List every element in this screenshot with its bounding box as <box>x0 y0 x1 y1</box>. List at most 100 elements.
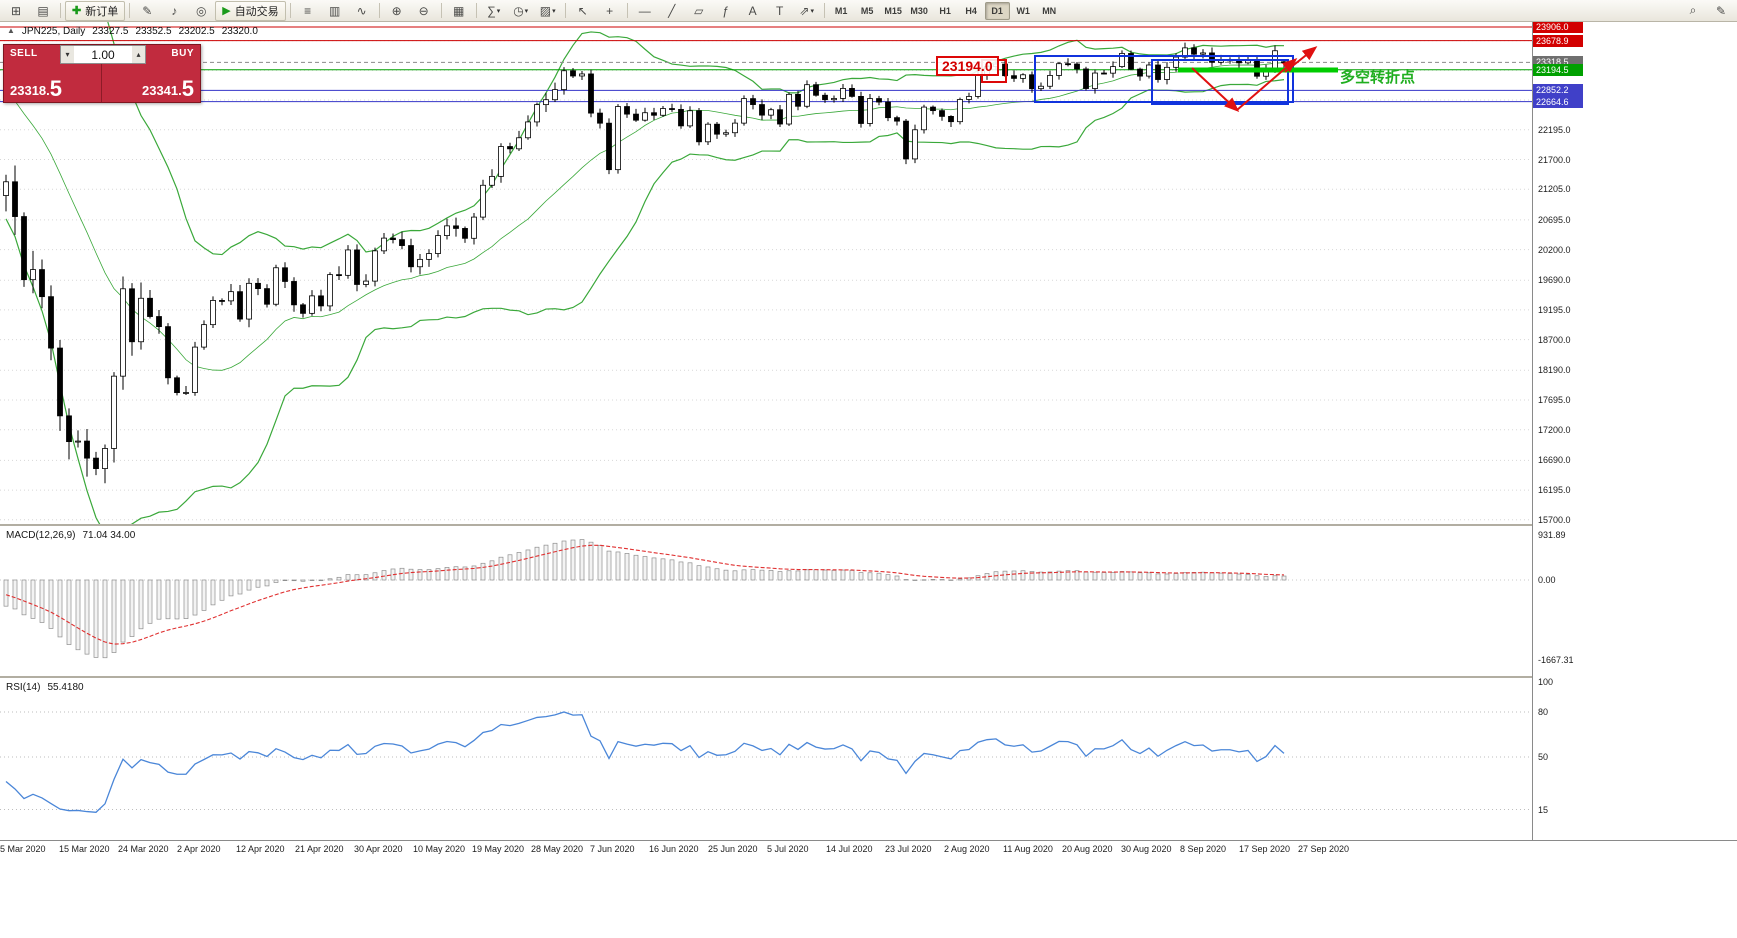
headset-icon[interactable]: ◎ <box>195 3 207 18</box>
equidistant-channel-icon[interactable]: ▱ <box>694 3 704 18</box>
lot-size-field[interactable]: ▾ 1.00 ▴ <box>60 45 146 64</box>
price-tick-label: 18190.0 <box>1538 365 1571 376</box>
symbol-name: JPN225, Daily <box>21 26 86 37</box>
ohlc-open: 23327.5 <box>92 26 129 37</box>
profiles-icon[interactable]: ▤ <box>37 3 49 18</box>
price-tick-label: 20200.0 <box>1538 244 1571 255</box>
rsi-scale-label: 80 <box>1538 707 1549 717</box>
price-tag: 23194.5 <box>1533 63 1583 76</box>
toolbar-separator <box>823 3 825 18</box>
time-tick-label: 17 Sep 2020 <box>1239 844 1291 854</box>
timeframe-button-m30[interactable]: M30 <box>910 5 928 16</box>
toolbar-separator <box>564 3 566 18</box>
time-tick-label: 2 Aug 2020 <box>944 844 990 854</box>
fibonacci-icon[interactable]: ƒ <box>722 3 730 18</box>
lot-increment-button[interactable]: ▴ <box>132 46 145 63</box>
cursor-icon[interactable]: ↖ <box>577 3 588 18</box>
timeframe-button-d1[interactable]: D1 <box>984 1 1010 20</box>
macd-panel-canvas[interactable] <box>0 526 1532 676</box>
price-callout-label[interactable]: 23194.0 <box>936 56 999 76</box>
panel-separator[interactable] <box>0 524 1737 526</box>
time-tick-label: 10 May 2020 <box>413 844 466 854</box>
time-tick-label: 16 Jun 2020 <box>649 844 699 854</box>
arrows-icon[interactable]: ⇗ ▾ <box>799 3 814 18</box>
text-label-icon[interactable]: T <box>776 3 784 18</box>
buy-label: BUY <box>171 48 194 59</box>
price-tick-label: 19690.0 <box>1538 275 1571 286</box>
search-icon[interactable]: ⌕ <box>1689 3 1697 17</box>
symbol-marker-icon: ▲ <box>7 26 15 35</box>
price-tick-label: 17200.0 <box>1538 424 1571 435</box>
indicators-icon[interactable]: ∑ ▾ <box>487 3 501 18</box>
price-tag: 23906.0 <box>1533 21 1583 34</box>
metaeditor-icon[interactable]: ✎ <box>142 3 153 18</box>
new-chart-icon[interactable]: ⊞ <box>10 3 22 18</box>
candlestick-chart-icon[interactable]: ▥ <box>329 3 341 18</box>
turning-point-label[interactable]: 多空转折点 <box>1340 69 1416 86</box>
time-axis[interactable]: 5 Mar 2020 15 Mar 2020 24 Mar 2020 2 Apr 20… <box>0 840 1737 858</box>
macd-values: 71.04 34.00 <box>82 530 136 541</box>
new-order-button[interactable]: ✚ 新订单 <box>65 0 126 21</box>
text-icon[interactable]: A <box>748 3 757 18</box>
timeframe-button-w1[interactable]: W1 <box>1016 5 1030 16</box>
zoom-out-icon[interactable]: ⊖ <box>418 3 429 18</box>
autotrading-button[interactable]: ▶ 自动交易 <box>215 0 286 21</box>
time-tick-label: 2 Apr 2020 <box>177 844 221 854</box>
time-tick-label: 14 Jul 2020 <box>826 844 873 854</box>
macd-scale-label: 0.00 <box>1538 575 1556 585</box>
macd-name: MACD(12,26,9) <box>6 530 76 541</box>
time-tick-label: 27 Sep 2020 <box>1298 844 1350 854</box>
time-tick-label: 20 Aug 2020 <box>1062 844 1113 854</box>
horizontal-line-icon[interactable]: — <box>638 3 651 18</box>
time-tick-label: 28 May 2020 <box>531 844 584 854</box>
time-tick-label: 19 May 2020 <box>472 844 525 854</box>
timeframe-button-mn[interactable]: MN <box>1042 5 1057 16</box>
time-tick-label: 25 Jun 2020 <box>708 844 758 854</box>
sell-button[interactable]: SELL 23318. 5 <box>4 45 102 102</box>
buy-button[interactable]: BUY 23341. 5 <box>103 45 200 102</box>
line-chart-icon[interactable]: ∿ <box>356 3 367 18</box>
toolbar-separator <box>378 3 380 18</box>
rsi-panel-canvas[interactable] <box>0 678 1532 840</box>
time-tick-label: 24 Mar 2020 <box>118 844 169 854</box>
toolbar-separator <box>475 3 477 18</box>
trendline-icon[interactable]: ╱ <box>668 3 676 18</box>
ohlc-high: 23352.5 <box>135 26 172 37</box>
time-tick-label: 7 Jun 2020 <box>590 844 635 854</box>
price-tick-label: 17695.0 <box>1538 395 1571 405</box>
price-tick-label: 20695.0 <box>1538 214 1571 225</box>
alerts-icon[interactable]: ♪ <box>171 3 178 18</box>
main-chart-canvas[interactable] <box>0 22 1532 524</box>
sell-price: 23318. <box>10 83 50 98</box>
macd-scale-label: -1667.31 <box>1538 655 1574 666</box>
buy-price: 23341. <box>141 83 182 98</box>
crosshair-icon[interactable]: + <box>606 3 614 18</box>
price-axis[interactable]: 23680.023185.022690.022195.021700.021205… <box>1532 21 1737 856</box>
timeframe-button-h1[interactable]: H1 <box>939 5 951 16</box>
rsi-scale-label: 50 <box>1538 752 1549 762</box>
clock-icon[interactable]: ◷ ▾ <box>513 3 529 18</box>
timeframe-button-m5[interactable]: M5 <box>860 5 874 16</box>
lot-decrement-button[interactable]: ▾ <box>61 46 74 63</box>
time-tick-label: 12 Apr 2020 <box>236 844 285 854</box>
timeframe-button-m1[interactable]: M1 <box>834 5 848 16</box>
toolbar-separator <box>440 3 442 18</box>
timeframe-button-h4[interactable]: H4 <box>965 5 977 16</box>
bar-chart-icon[interactable]: ≡ <box>304 3 312 18</box>
price-tick-label: 16690.0 <box>1538 455 1571 466</box>
timeframe-button-m15[interactable]: M15 <box>884 5 902 16</box>
macd-indicator-label: MACD(12,26,9) 71.04 34.00 <box>6 530 135 541</box>
toolbar-separator <box>60 3 61 18</box>
price-tick-label: 16195.0 <box>1538 485 1571 496</box>
price-tick-label: 15700.0 <box>1538 514 1571 525</box>
templates-icon[interactable]: ▨ ▾ <box>539 3 556 18</box>
time-tick-label: 8 Sep 2020 <box>1180 844 1227 854</box>
price-tick-label: 21700.0 <box>1538 154 1571 165</box>
price-tag: 22852.2 <box>1533 84 1583 97</box>
price-tag: 23678.9 <box>1533 34 1583 47</box>
quick-draw-icon[interactable]: ✎ <box>1715 3 1727 18</box>
panel-separator[interactable] <box>0 676 1737 678</box>
zoom-in-icon[interactable]: ⊕ <box>391 3 402 18</box>
tile-windows-icon[interactable]: ▦ <box>453 3 465 18</box>
toolbar-separator <box>289 3 291 18</box>
